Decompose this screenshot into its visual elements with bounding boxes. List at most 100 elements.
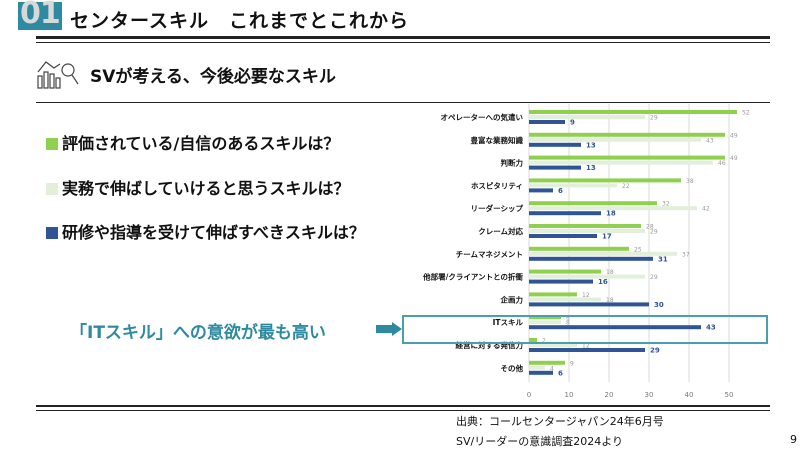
bar (529, 325, 701, 330)
bar (529, 211, 601, 216)
bar (529, 160, 713, 165)
category-label: 他部署/クライアントとの折衝 (422, 272, 523, 282)
data-label: 52 (742, 110, 750, 117)
category-label: リーダーシップ (471, 203, 524, 213)
chart-search-icon (37, 61, 79, 89)
data-label: 12 (582, 292, 590, 299)
bar (529, 115, 645, 119)
data-label: 42 (702, 206, 710, 213)
category-label: その他 (501, 363, 524, 373)
category-label: 判断力 (501, 158, 524, 168)
bar (529, 120, 565, 124)
data-label: 29 (650, 115, 658, 122)
x-tick-label: 0 (527, 391, 531, 399)
legend-label: 評価されている/自信のあるスキルは？ (62, 134, 340, 153)
bar (529, 246, 629, 251)
data-label: 30 (654, 301, 664, 309)
bar (529, 201, 657, 206)
legend-swatch (46, 227, 58, 239)
data-label: 22 (622, 183, 630, 190)
data-label: 16 (598, 278, 608, 286)
data-label: 12 (582, 343, 590, 350)
bar (529, 343, 577, 347)
data-label: 17 (602, 233, 612, 241)
bar (529, 370, 553, 375)
bar (529, 269, 601, 274)
bar (529, 279, 593, 284)
bar (529, 297, 601, 302)
divider (36, 42, 770, 43)
bar (529, 360, 565, 365)
data-label: 8 (566, 320, 570, 327)
bar (529, 338, 537, 342)
divider (36, 36, 770, 39)
data-label: 49 (730, 132, 738, 139)
data-label: 13 (586, 141, 596, 149)
data-label: 9 (570, 360, 574, 367)
legend-label: 実務で伸ばしていけると思うスキルは？ (62, 179, 350, 198)
data-label: 6 (558, 369, 563, 377)
legend-item-practice: 実務で伸ばしていけると思うスキルは？ (46, 175, 350, 199)
data-label: 18 (606, 210, 616, 218)
bar (529, 110, 737, 114)
data-label: 29 (650, 274, 658, 281)
bar (529, 256, 653, 261)
source-line: 出典：コールセンタージャパン24年6月号 (456, 415, 664, 428)
category-label: チームマネジメント (456, 250, 523, 259)
data-label: 18 (606, 297, 614, 304)
legend-swatch (46, 138, 58, 150)
legend-swatch (46, 183, 58, 195)
x-tick-label: 50 (725, 391, 734, 399)
bar (529, 315, 561, 320)
data-label: 6 (558, 187, 563, 195)
data-label: 43 (706, 137, 714, 144)
bar (529, 365, 545, 370)
bar (529, 348, 645, 352)
data-label: 43 (706, 324, 716, 332)
data-label: 9 (570, 119, 575, 127)
legend-item-training: 研修や指導を受けて伸ばすべきスキルは？ (46, 219, 365, 243)
data-label: 25 (634, 246, 642, 253)
bar (529, 292, 577, 297)
bar (529, 155, 725, 160)
bar (529, 142, 581, 147)
data-label: 46 (718, 160, 726, 167)
x-tick-label: 40 (685, 391, 694, 399)
bar (529, 165, 581, 170)
bar (529, 320, 561, 325)
data-label: 4 (550, 365, 554, 372)
category-label: ホスピタリティ (471, 180, 523, 190)
category-label: 企画力 (500, 294, 524, 304)
callout-text: 「ITスキル」への意欲が最も高い (70, 323, 326, 343)
bar (529, 234, 597, 238)
subtitle: SVが考える、今後必要なスキル (90, 67, 336, 87)
x-tick-label: 10 (565, 391, 574, 399)
data-label: 2 (542, 338, 546, 345)
data-label: 37 (682, 251, 690, 258)
bar (529, 229, 645, 233)
x-tick-label: 30 (645, 391, 654, 399)
category-label: クレーム対応 (478, 226, 523, 236)
data-label: 49 (730, 155, 738, 162)
bar (529, 188, 553, 193)
bar (529, 178, 681, 183)
data-label: 28 (646, 224, 654, 231)
page-number: 9 (790, 433, 797, 446)
category-label: ITスキル (493, 318, 524, 327)
category-label: 経営に対する発信力 (456, 340, 524, 350)
divider (36, 405, 770, 407)
source-line: SV/リーダーの意識調査2024より (456, 435, 623, 448)
bar (529, 302, 649, 307)
bar (529, 137, 701, 142)
divider (36, 102, 770, 103)
bar (529, 274, 645, 279)
legend-label: 研修や指導を受けて伸ばすべきスキルは？ (62, 223, 365, 242)
section-number-badge (18, 2, 62, 30)
data-label: 8 (566, 315, 570, 322)
divider (36, 410, 770, 411)
data-label: 32 (662, 201, 670, 208)
data-label: 18 (606, 269, 614, 276)
data-label: 31 (658, 255, 668, 263)
highlight-box (402, 315, 768, 344)
